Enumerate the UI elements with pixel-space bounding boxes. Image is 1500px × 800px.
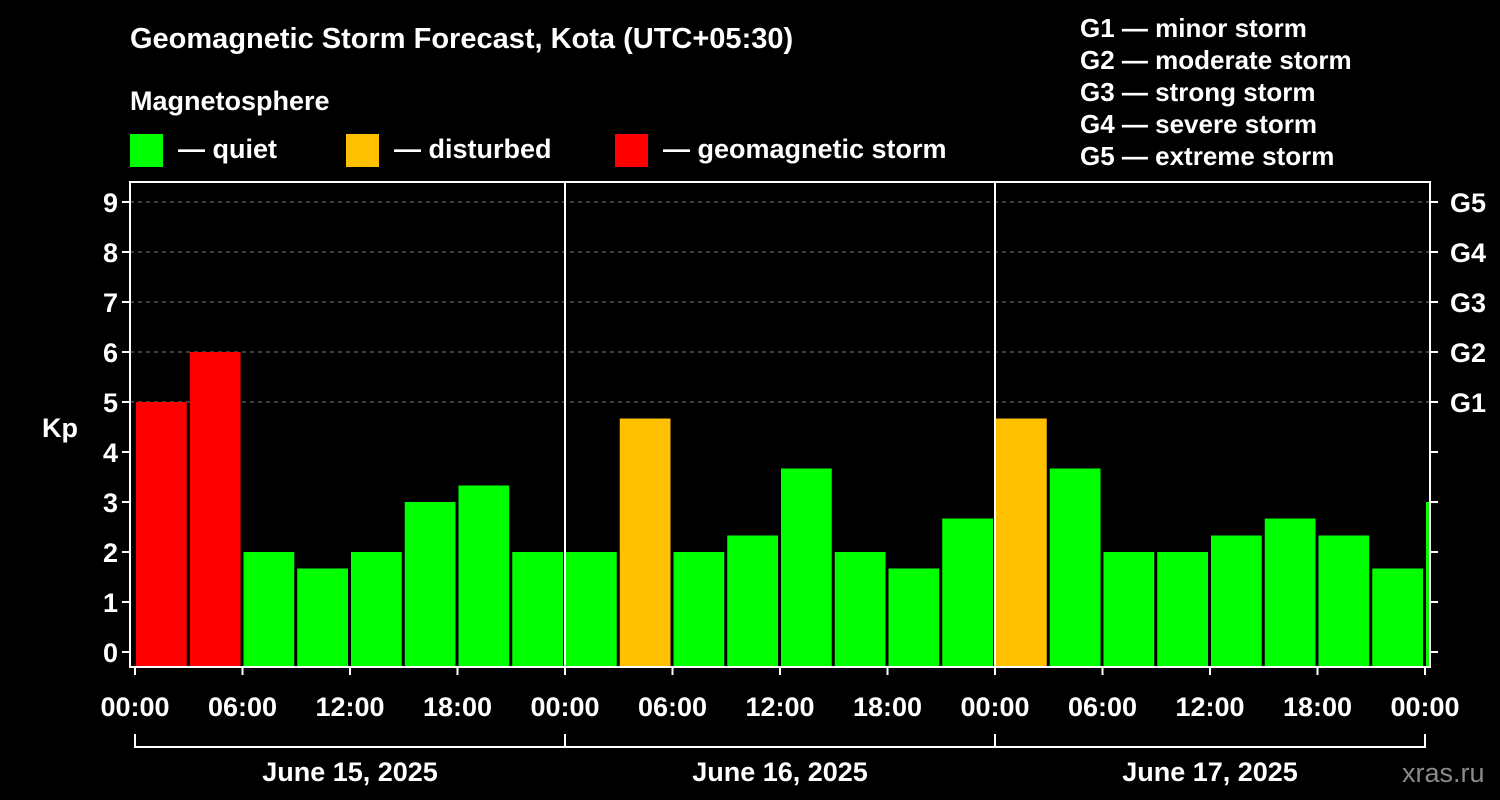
legend-label-2: — geomagnetic storm — [663, 134, 947, 164]
bar-4 — [351, 552, 402, 667]
y-tick-label-3: 3 — [103, 488, 118, 518]
x-tick-label-3: 18:00 — [423, 692, 492, 722]
grid — [130, 201, 1430, 403]
x-tick-label-9: 06:00 — [1068, 692, 1137, 722]
x-tick-label-0: 00:00 — [100, 692, 169, 722]
chart-subtitle: Magnetosphere — [130, 86, 330, 116]
brand-watermark: xras.ru — [1402, 758, 1485, 788]
legend-label-1: — disturbed — [394, 134, 552, 164]
y-tick-label-9: 9 — [103, 188, 118, 218]
bar-3 — [297, 568, 348, 667]
bar-15 — [942, 518, 993, 667]
bar-21 — [1264, 518, 1316, 667]
x-tick-label-4: 00:00 — [530, 692, 599, 722]
x-tick-label-6: 12:00 — [745, 692, 814, 722]
bar-11 — [727, 535, 778, 667]
day-label-2: June 17, 2025 — [1122, 757, 1298, 787]
y-axis-label: Kp — [42, 413, 78, 443]
bar-14 — [888, 568, 940, 667]
bar-24 — [1426, 502, 1429, 667]
x-tick-label-7: 18:00 — [853, 692, 922, 722]
bar-0 — [136, 402, 187, 667]
legend-label-0: — quiet — [178, 134, 277, 164]
bar-10 — [673, 552, 725, 667]
bar-22 — [1318, 535, 1370, 667]
bar-17 — [1049, 468, 1101, 667]
legend: — quiet — disturbed — geomagnetic storm — [130, 134, 947, 167]
legend-swatch-2 — [615, 134, 648, 167]
bar-12 — [781, 468, 832, 667]
storm-scale-item-4: G5 — extreme storm — [1080, 141, 1334, 171]
y-tick-label-8: 8 — [103, 238, 118, 268]
g-level-label-4: G5 — [1450, 188, 1486, 218]
axes: 0 1 2 3 4 5 6 7 8 9 G1 G2 G3 G4 G5 00:00 06:00 12:00 18:00… — [100, 181, 1486, 787]
y-tick-label-4: 4 — [103, 438, 118, 468]
storm-scale-item-2: G3 — strong storm — [1080, 77, 1315, 107]
x-tick-label-12: 00:00 — [1390, 692, 1459, 722]
bars — [136, 352, 1429, 667]
bar-18 — [1103, 552, 1155, 667]
bar-16 — [996, 418, 1047, 667]
bar-13 — [834, 552, 886, 667]
storm-scale-item-3: G4 — severe storm — [1080, 109, 1317, 139]
y-tick-label-1: 1 — [103, 588, 118, 618]
bar-20 — [1211, 535, 1262, 667]
x-tick-label-1: 06:00 — [208, 692, 277, 722]
y-tick-label-7: 7 — [103, 288, 118, 318]
day-label-1: June 16, 2025 — [692, 757, 868, 787]
bar-6 — [458, 485, 510, 667]
x-tick-label-8: 00:00 — [960, 692, 1029, 722]
bar-19 — [1157, 552, 1208, 667]
bar-1 — [189, 352, 241, 667]
y-tick-label-2: 2 — [103, 538, 118, 568]
legend-swatch-0 — [130, 134, 163, 167]
legend-swatch-1 — [346, 134, 379, 167]
y-tick-label-5: 5 — [103, 388, 118, 418]
chart-title: Geomagnetic Storm Forecast, Kota (UTC+05… — [130, 23, 793, 55]
y-tick-label-0: 0 — [103, 638, 118, 668]
x-tick-label-11: 18:00 — [1283, 692, 1352, 722]
g-level-label-3: G4 — [1450, 238, 1486, 268]
g-level-label-2: G3 — [1450, 288, 1486, 318]
storm-scale-item-0: G1 — minor storm — [1080, 13, 1307, 43]
bar-5 — [404, 502, 456, 667]
g-level-label-1: G2 — [1450, 338, 1486, 368]
bar-8 — [566, 552, 617, 667]
x-tick-label-10: 12:00 — [1175, 692, 1244, 722]
bar-23 — [1372, 568, 1423, 667]
g-level-label-0: G1 — [1450, 388, 1486, 418]
y-tick-label-6: 6 — [103, 338, 118, 368]
bar-7 — [512, 552, 563, 667]
x-tick-label-2: 12:00 — [315, 692, 384, 722]
bar-9 — [619, 418, 671, 667]
x-tick-label-5: 06:00 — [638, 692, 707, 722]
day-label-0: June 15, 2025 — [262, 757, 438, 787]
bar-2 — [243, 552, 295, 667]
storm-scale-item-1: G2 — moderate storm — [1080, 45, 1352, 75]
